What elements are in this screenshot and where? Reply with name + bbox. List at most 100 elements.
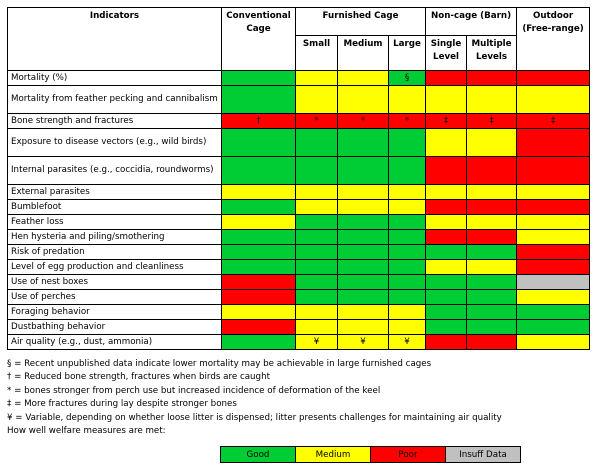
rating-cell <box>387 85 427 114</box>
table-row: Foraging behavior <box>7 304 591 320</box>
rating-cell <box>387 156 427 185</box>
rating-cell <box>295 244 338 260</box>
rating-cell <box>466 274 518 290</box>
rating-cell <box>425 199 468 215</box>
rating-cell <box>387 274 427 290</box>
rating-cell <box>337 244 389 260</box>
rating-cell <box>337 214 389 230</box>
rating-cell <box>425 274 468 290</box>
rating-cell <box>516 184 591 200</box>
rating-cell <box>466 259 518 275</box>
rating-cell <box>516 259 591 275</box>
rating-cell <box>516 70 591 86</box>
rating-cell <box>425 334 468 350</box>
indicator-label: Level of egg production and cleanliness <box>7 259 222 275</box>
rating-cell <box>466 334 518 350</box>
rating-cell <box>516 85 591 114</box>
rating-cell: ¥ <box>295 334 338 350</box>
rating-cell <box>425 289 468 305</box>
rating-cell <box>337 274 389 290</box>
rating-cell <box>425 229 468 245</box>
rating-cell <box>387 319 427 335</box>
legend-item: Medium <box>295 446 371 463</box>
rating-cell <box>466 85 518 114</box>
table-row: Mortality (%) § <box>7 70 591 86</box>
rating-cell <box>387 184 427 200</box>
rating-cell <box>516 156 591 185</box>
rating-cell <box>221 184 296 200</box>
rating-cell <box>295 214 338 230</box>
table-row: Exposure to disease vectors (e.g., wild … <box>7 128 591 157</box>
conventional-cage-header: Conventional Cage <box>221 7 296 71</box>
rating-cell <box>516 304 591 320</box>
rating-cell <box>466 156 518 185</box>
rating-cell <box>425 85 468 114</box>
rating-cell: * <box>295 113 338 129</box>
small-header: Small <box>295 35 338 71</box>
rating-cell <box>221 70 296 86</box>
rating-cell <box>387 289 427 305</box>
footnote: § = Recent unpublished data indicate low… <box>7 359 432 369</box>
table-row: Risk of predation <box>7 244 591 260</box>
footnote: ‡ = More fractures during lay despite st… <box>7 399 237 410</box>
rating-cell <box>425 244 468 260</box>
rating-cell <box>425 128 468 157</box>
rating-cell <box>516 334 591 350</box>
rating-cell <box>337 70 389 86</box>
rating-cell <box>387 259 427 275</box>
rating-cell <box>466 184 518 200</box>
table-row: Bumblefoot <box>7 199 591 215</box>
rating-cell <box>516 289 591 305</box>
rating-cell <box>221 319 296 335</box>
rating-cell <box>295 229 338 245</box>
rating-cell <box>387 128 427 157</box>
indicator-label: Dustbathing behavior <box>7 319 222 335</box>
rating-cell <box>295 70 338 86</box>
rating-cell <box>466 70 518 86</box>
table-row: Mortality from feather pecking and canni… <box>7 85 591 114</box>
rating-cell <box>221 199 296 215</box>
rating-cell <box>425 214 468 230</box>
rating-cell <box>221 259 296 275</box>
rating-cell <box>295 289 338 305</box>
rating-cell <box>425 70 468 86</box>
rating-cell <box>337 128 389 157</box>
table-row: Feather loss <box>7 214 591 230</box>
rating-cell <box>337 85 389 114</box>
rating-cell <box>221 214 296 230</box>
rating-cell <box>221 274 296 290</box>
table-row: Use of nest boxes <box>7 274 591 290</box>
rating-cell <box>466 289 518 305</box>
rating-cell: ‡ <box>466 113 518 129</box>
table-row: Use of perches <box>7 289 591 305</box>
rating-cell <box>221 128 296 157</box>
rating-cell: ¥ <box>387 334 427 350</box>
rating-cell <box>221 229 296 245</box>
rating-cell <box>425 259 468 275</box>
rating-cell <box>466 319 518 335</box>
rating-cell <box>466 229 518 245</box>
table-row: Dustbathing behavior <box>7 319 591 335</box>
footnote: † = Reduced bone strength, fractures whe… <box>7 372 270 383</box>
rating-cell <box>221 85 296 114</box>
table-row: Level of egg production and cleanliness <box>7 259 591 275</box>
rating-cell <box>295 199 338 215</box>
indicator-label: Internal parasites (e.g., coccidia, roun… <box>7 156 222 185</box>
rating-cell <box>466 214 518 230</box>
indicator-label: Use of nest boxes <box>7 274 222 290</box>
table-row: External parasites <box>7 184 591 200</box>
rating-cell <box>425 319 468 335</box>
rating-cell: * <box>337 113 389 129</box>
rating-cell: § <box>387 70 427 86</box>
noncage-barn-header: Non-cage (Barn) <box>425 7 518 36</box>
indicator-label: Mortality (%) <box>7 70 222 86</box>
furnished-cage-header: Furnished Cage <box>294 7 427 36</box>
rating-cell <box>295 274 338 290</box>
table-body: Mortality (%) § Mortality from feather pec… <box>7 70 591 350</box>
rating-cell <box>295 184 338 200</box>
rating-cell <box>337 304 389 320</box>
indicator-label: Mortality from feather pecking and canni… <box>7 85 222 114</box>
rating-cell <box>337 229 389 245</box>
table-row: Internal parasites (e.g., coccidia, roun… <box>7 156 591 185</box>
rating-cell <box>337 319 389 335</box>
